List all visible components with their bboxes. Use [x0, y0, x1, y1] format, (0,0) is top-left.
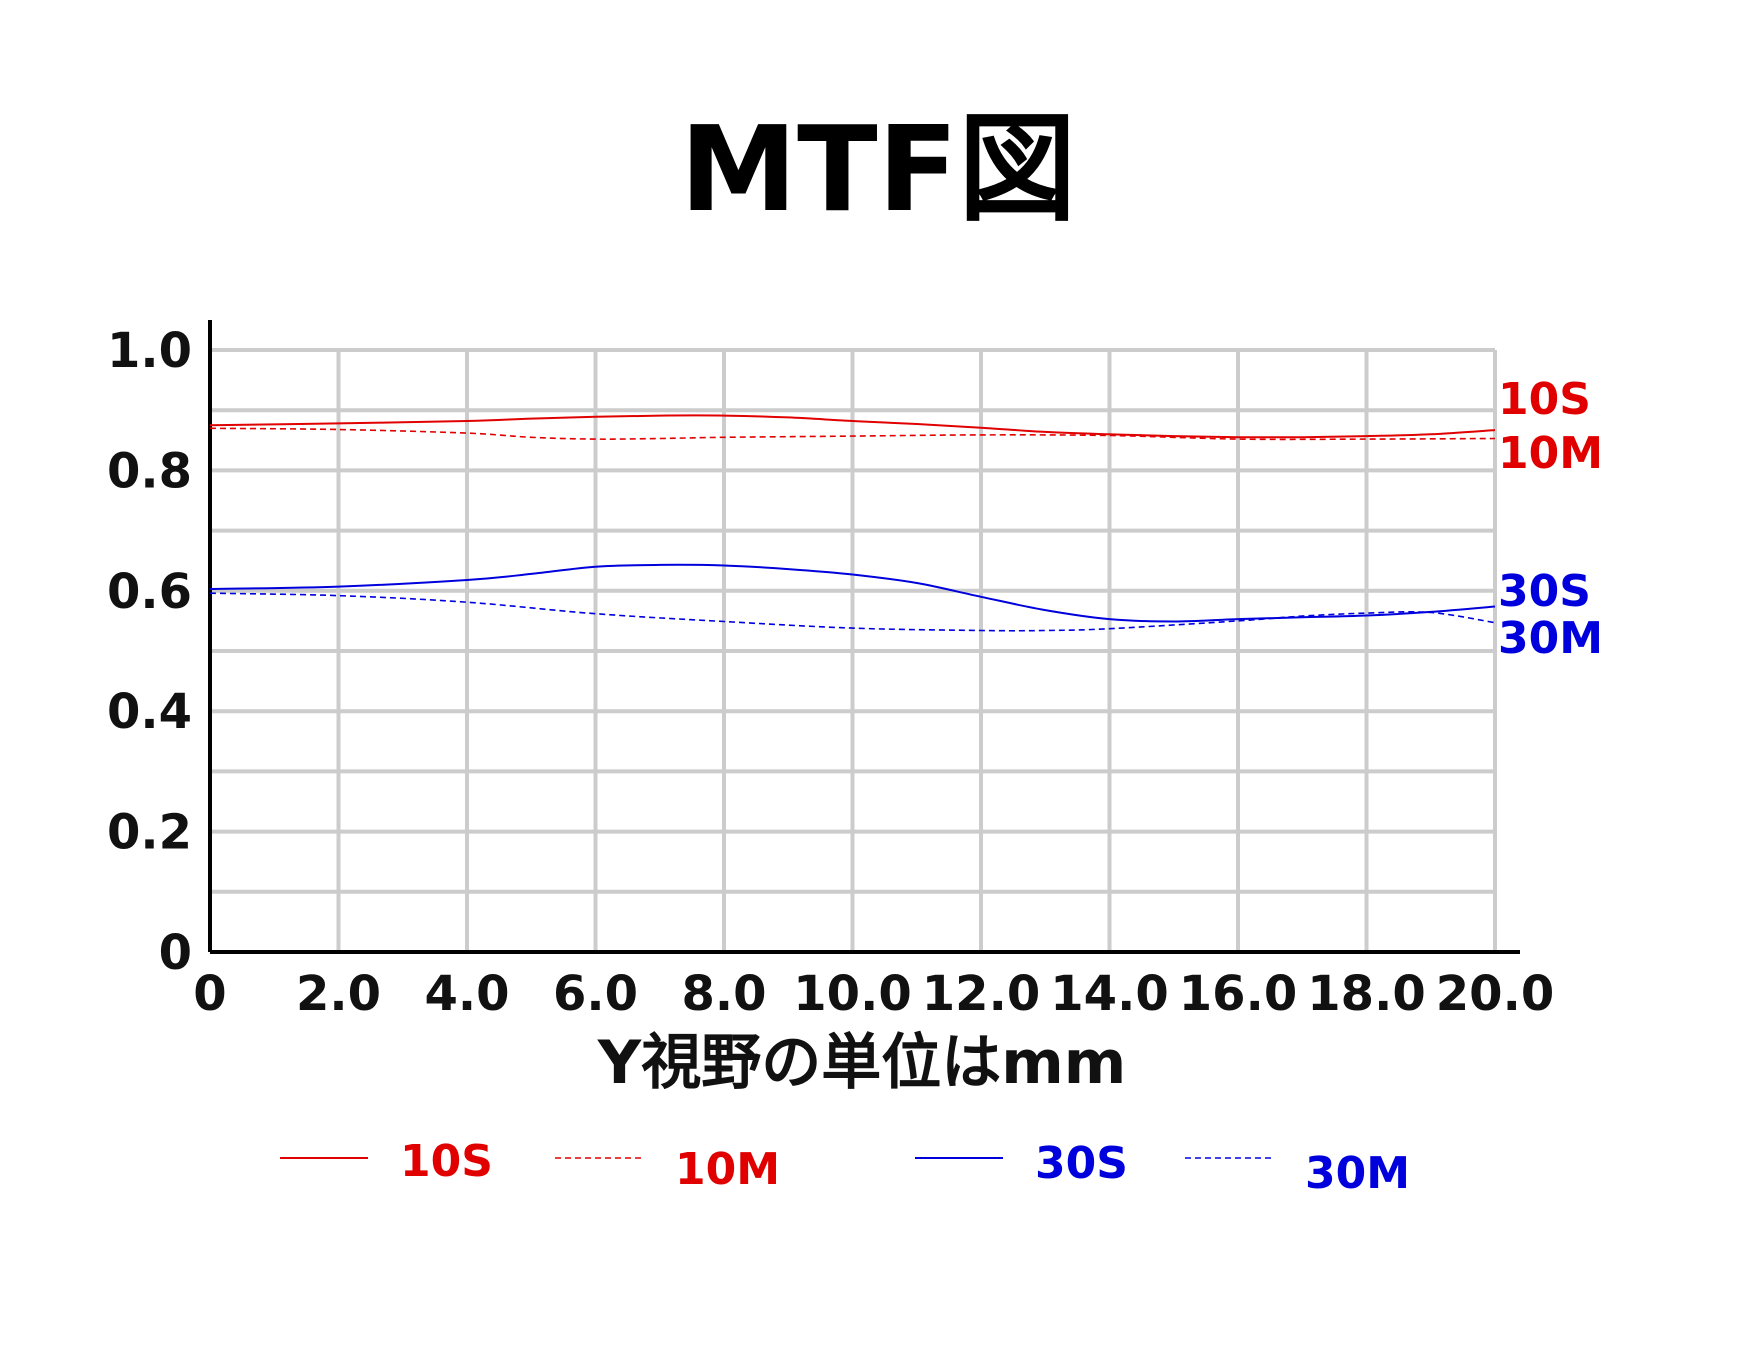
legend-label-30s: 30S [1035, 1138, 1128, 1189]
x-tick-label: 14.0 [1050, 966, 1168, 1022]
y-tick-label: 0.6 [107, 564, 192, 620]
y-tick-label: 0.2 [107, 805, 192, 861]
x-tick-label: 0 [193, 966, 226, 1022]
end-label-30m: 30M [1498, 613, 1603, 664]
x-axis-label: Y視野の単位はmm [597, 1028, 1127, 1098]
legend: 10S 10M 30S 30M [280, 1136, 1410, 1199]
x-tick-label: 2.0 [296, 966, 381, 1022]
end-label-10s: 10S [1498, 374, 1591, 425]
x-tick-label: 10.0 [793, 966, 911, 1022]
tick-labels: 0 2.0 4.0 6.0 8.0 10.0 12.0 14.0 16.0 18.0 20.0 0 0.… [107, 323, 1554, 1022]
legend-label-30m: 30M [1305, 1148, 1410, 1199]
series-line-30s [209, 563, 1496, 623]
y-tick-label: 1.0 [107, 323, 192, 379]
series-line-10s [209, 414, 1496, 439]
y-tick-label: 0.8 [107, 443, 192, 499]
chart-title: MTF図 [680, 100, 1077, 238]
x-tick-label: 20.0 [1436, 966, 1554, 1022]
x-tick-label: 18.0 [1307, 966, 1425, 1022]
y-tick-label: 0 [159, 925, 192, 981]
series-line-10m [209, 427, 1496, 441]
x-tick-label: 8.0 [681, 966, 766, 1022]
x-tick-label: 4.0 [424, 966, 509, 1022]
x-tick-label: 16.0 [1179, 966, 1297, 1022]
grid [210, 348, 1497, 952]
y-tick-label: 0.4 [107, 684, 192, 740]
series-lines [209, 414, 1496, 632]
axes [208, 320, 1520, 954]
legend-label-10m: 10M [675, 1144, 780, 1195]
series-line-30m [209, 592, 1496, 632]
x-tick-label: 12.0 [922, 966, 1040, 1022]
legend-label-10s: 10S [400, 1136, 493, 1187]
end-label-30s: 30S [1498, 566, 1591, 617]
end-label-10m: 10M [1498, 428, 1603, 479]
x-tick-label: 6.0 [553, 966, 638, 1022]
